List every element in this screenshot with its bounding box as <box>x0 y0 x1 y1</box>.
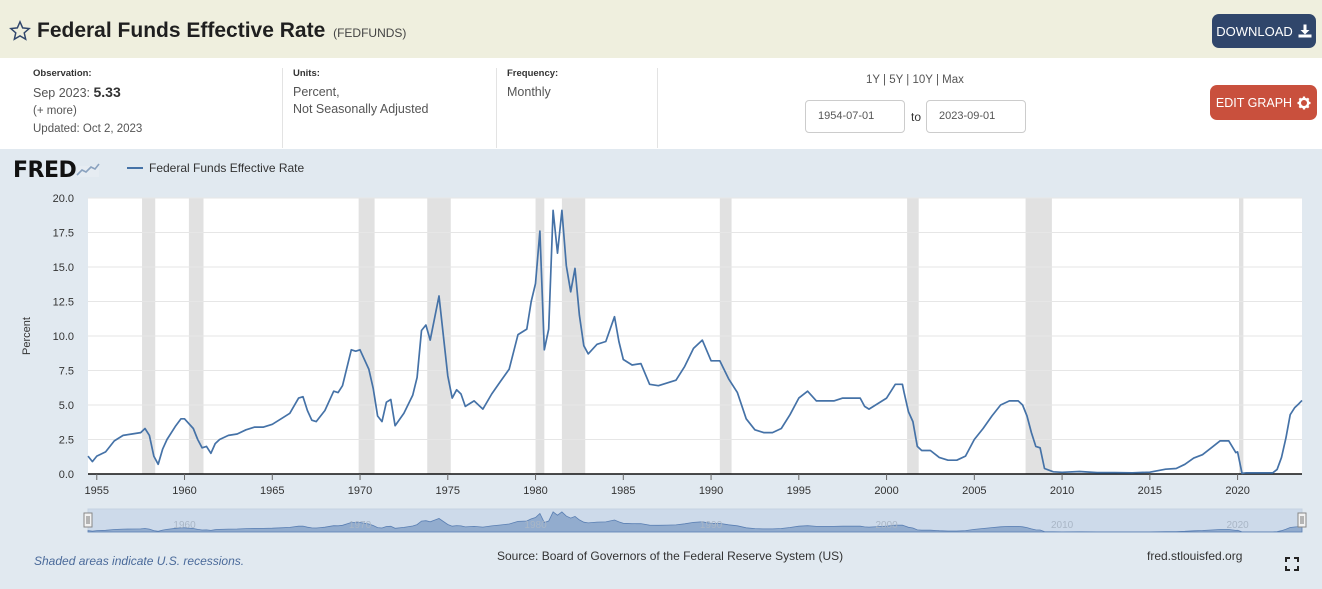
units-label: Units: <box>293 68 320 79</box>
range-10y[interactable]: 10Y <box>912 74 933 86</box>
navigator-label: 2020 <box>1226 520 1249 531</box>
x-tick-label: 1960 <box>172 485 196 497</box>
x-tick-label: 1975 <box>436 485 460 497</box>
navigator-label: 1980 <box>524 520 547 531</box>
x-tick-label: 2000 <box>874 485 898 497</box>
fred-logo-text: FRED <box>13 158 77 183</box>
series-info-bar: Observation: Sep 2023: 5.33 (+ more) Upd… <box>0 58 1322 150</box>
edit-graph-button[interactable]: EDIT GRAPH <box>1210 85 1317 120</box>
x-tick-label: 1985 <box>611 485 635 497</box>
fred-logo-icon <box>76 163 100 177</box>
download-icon <box>1298 24 1312 38</box>
observation-value: 5.33 <box>93 84 121 100</box>
page-title: Federal Funds Effective Rate (FEDFUNDS) <box>37 19 406 43</box>
navigator-series <box>87 511 1303 533</box>
x-tick-label: 1965 <box>260 485 284 497</box>
range-max[interactable]: Max <box>942 74 964 86</box>
observation-label: Observation: <box>33 68 92 79</box>
y-tick-label: 20.0 <box>53 193 74 205</box>
y-axis-label: Percent <box>21 317 33 355</box>
navigator-label: 1960 <box>173 520 196 531</box>
fred-logo: FRED <box>13 158 100 183</box>
to-label: to <box>911 110 922 124</box>
y-tick-label: 12.5 <box>53 297 74 309</box>
navigator-label: 2010 <box>1051 520 1074 531</box>
frequency-block: Frequency: Monthly <box>507 68 558 101</box>
y-tick-label: 15.0 <box>53 262 74 274</box>
range-5y[interactable]: 5Y <box>889 74 904 86</box>
chart-legend[interactable]: Federal Funds Effective Rate <box>127 161 304 175</box>
observation-row: Sep 2023: 5.33 <box>33 84 142 102</box>
recession-note: Shaded areas indicate U.S. recessions. <box>34 554 245 568</box>
observation-block: Observation: Sep 2023: 5.33 (+ more) Upd… <box>33 68 142 138</box>
navigator-label: 2000 <box>875 520 898 531</box>
navigator-handle-left[interactable] <box>83 512 93 528</box>
navigator-label: 1970 <box>349 520 372 531</box>
x-tick-label: 2015 <box>1138 485 1162 497</box>
more-observations-link[interactable]: (+ more) <box>33 105 77 117</box>
range-1y[interactable]: 1Y <box>866 74 880 86</box>
x-tick-label: 2010 <box>1050 485 1074 497</box>
updated-date: Updated: Oct 2, 2023 <box>33 123 143 135</box>
units-line-2: Not Seasonally Adjusted <box>293 102 429 116</box>
x-tick-label: 1990 <box>699 485 723 497</box>
divider <box>282 68 283 148</box>
end-date-input[interactable]: 2023-09-01 <box>926 100 1026 133</box>
x-tick-label: 1995 <box>787 485 811 497</box>
frequency-label: Frequency: <box>507 68 559 79</box>
units-block: Units: Percent, Not Seasonally Adjusted <box>293 68 429 118</box>
divider <box>657 68 658 148</box>
x-tick-label: 1980 <box>523 485 547 497</box>
divider <box>496 68 497 148</box>
legend-label: Federal Funds Effective Rate <box>149 161 305 175</box>
download-label: DOWNLOAD <box>1216 23 1293 39</box>
y-tick-label: 5.0 <box>59 400 74 412</box>
x-tick-label: 1955 <box>85 485 109 497</box>
observation-date: Sep 2023: <box>33 86 90 100</box>
y-tick-label: 10.0 <box>53 331 74 343</box>
y-tick-label: 2.5 <box>59 435 74 447</box>
y-tick-label: 17.5 <box>53 228 74 240</box>
gear-icon <box>1297 96 1311 109</box>
series-id: (FEDFUNDS) <box>333 26 407 40</box>
navigator-label: 1990 <box>700 520 723 531</box>
x-tick-label: 2020 <box>1225 485 1249 497</box>
page-header: Federal Funds Effective Rate (FEDFUNDS) … <box>0 0 1322 58</box>
site-url[interactable]: fred.stlouisfed.org <box>1147 549 1243 563</box>
frequency-value: Monthly <box>507 85 551 99</box>
units-line-1: Percent, <box>293 85 340 99</box>
x-tick-label: 2005 <box>962 485 986 497</box>
source-text: Source: Board of Governors of the Federa… <box>497 549 844 563</box>
y-tick-label: 7.5 <box>59 366 74 378</box>
series-title: Federal Funds Effective Rate <box>37 19 326 42</box>
fullscreen-icon[interactable] <box>1285 557 1299 571</box>
download-button[interactable]: DOWNLOAD <box>1212 14 1316 48</box>
start-date-input[interactable]: 1954-07-01 <box>805 100 905 133</box>
x-tick-label: 1970 <box>348 485 372 497</box>
range-selector: 1Y | 5Y | 10Y | Max <box>866 74 964 86</box>
edit-graph-label: EDIT GRAPH <box>1215 95 1293 110</box>
legend-line-swatch <box>127 167 143 169</box>
y-tick-label: 0.0 <box>59 469 74 481</box>
series-line <box>87 209 1303 475</box>
navigator-handle-right[interactable] <box>1297 512 1307 528</box>
favorite-star-icon[interactable] <box>9 20 31 42</box>
